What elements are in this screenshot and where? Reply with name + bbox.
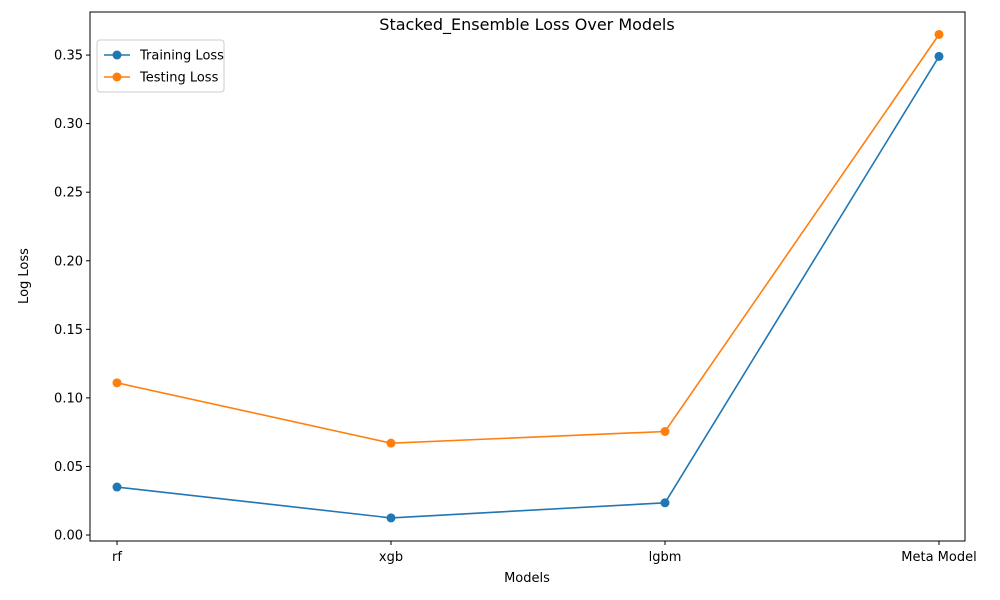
data-point — [112, 482, 122, 492]
series-line — [116, 34, 940, 444]
legend-marker — [112, 50, 122, 60]
y-axis-ticks: 0.00 0.05 0.10 0.15 0.20 0.25 0.30 0.35 — [54, 49, 90, 544]
y-tick-label: 0.30 — [54, 117, 83, 132]
y-tick-label: 0.15 — [54, 323, 83, 338]
plot-area-frame — [89, 11, 966, 542]
x-axis-ticks: rf xgb lgbm Meta Model — [112, 541, 977, 565]
y-tick-label: 0.35 — [54, 49, 83, 64]
series-training-loss — [112, 51, 944, 523]
data-point — [660, 498, 670, 508]
y-tick-label: 0.20 — [54, 254, 83, 269]
series-testing-loss — [112, 29, 944, 448]
x-tick-label: lgbm — [649, 550, 682, 565]
legend: Training Loss Testing Loss — [96, 39, 225, 93]
data-point — [660, 426, 670, 436]
y-tick-label: 0.25 — [54, 186, 83, 201]
legend-box — [96, 39, 225, 93]
data-point — [934, 51, 944, 61]
x-tick-label: xgb — [379, 550, 403, 565]
legend-label: Testing Loss — [139, 71, 219, 86]
y-axis-label: Log Loss — [17, 248, 32, 304]
x-tick-label: rf — [112, 550, 122, 565]
data-point — [112, 378, 122, 388]
y-tick-label: 0.00 — [54, 529, 83, 544]
data-point — [386, 438, 396, 448]
x-tick-label: Meta Model — [901, 550, 976, 565]
data-point — [386, 513, 396, 523]
x-axis-label: Models — [504, 571, 550, 586]
legend-marker — [112, 72, 122, 82]
legend-label: Training Loss — [139, 49, 224, 64]
y-tick-label: 0.05 — [54, 460, 83, 475]
data-point — [934, 29, 944, 39]
series-layer — [112, 29, 944, 523]
series-line — [116, 56, 940, 519]
y-tick-label: 0.10 — [54, 391, 83, 406]
chart-title: Stacked_Ensemble Loss Over Models — [379, 15, 674, 35]
